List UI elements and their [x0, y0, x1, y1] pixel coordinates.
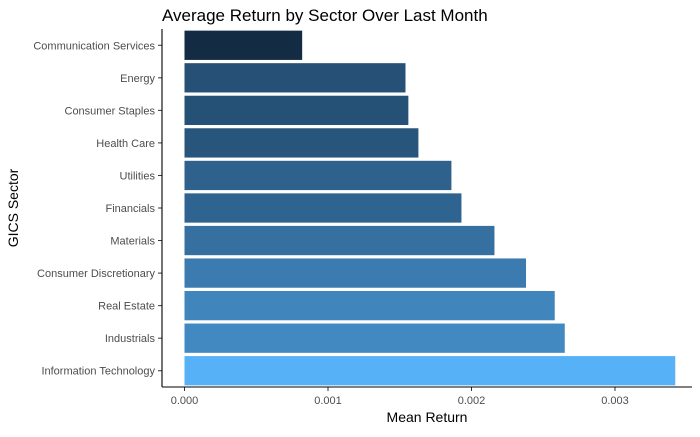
y-tick-label: Consumer Staples [65, 105, 156, 117]
y-tick-label: Real Estate [98, 301, 155, 313]
y-axis-title: GICS Sector [5, 168, 21, 247]
y-tick-label: Utilities [120, 170, 156, 182]
y-tick-label: Information Technology [41, 366, 155, 378]
x-tick-label: 0.002 [458, 395, 486, 407]
bar [184, 323, 565, 353]
y-tick-label: Energy [120, 73, 155, 85]
bar [184, 63, 406, 93]
y-tick-label: Materials [110, 236, 155, 248]
y-tick-label: Communication Services [33, 40, 155, 52]
bars-group [184, 30, 676, 386]
x-tick-label: 0.003 [601, 395, 629, 407]
x-axis-ticks: 0.000 0.001 0.002 0.003 [171, 387, 629, 407]
x-tick-label: 0.000 [171, 395, 199, 407]
x-tick-label: 0.001 [314, 395, 342, 407]
y-tick-label: Consumer Discretionary [37, 268, 155, 280]
bar [184, 160, 452, 191]
y-tick-label: Industrials [105, 333, 156, 345]
chart-title: Average Return by Sector Over Last Month [162, 6, 488, 25]
bar [184, 193, 462, 223]
y-tick-label: Financials [105, 203, 155, 215]
y-axis-ticks: Communication Services Energy Consumer Sta… [33, 40, 162, 378]
bar [184, 356, 676, 386]
bar [184, 95, 409, 126]
y-tick-label: Health Care [96, 138, 155, 150]
bar [184, 30, 303, 60]
bar [184, 258, 527, 288]
x-axis-title: Mean Return [387, 409, 468, 425]
bar [184, 290, 555, 321]
bar [184, 128, 419, 158]
bar [184, 225, 495, 256]
